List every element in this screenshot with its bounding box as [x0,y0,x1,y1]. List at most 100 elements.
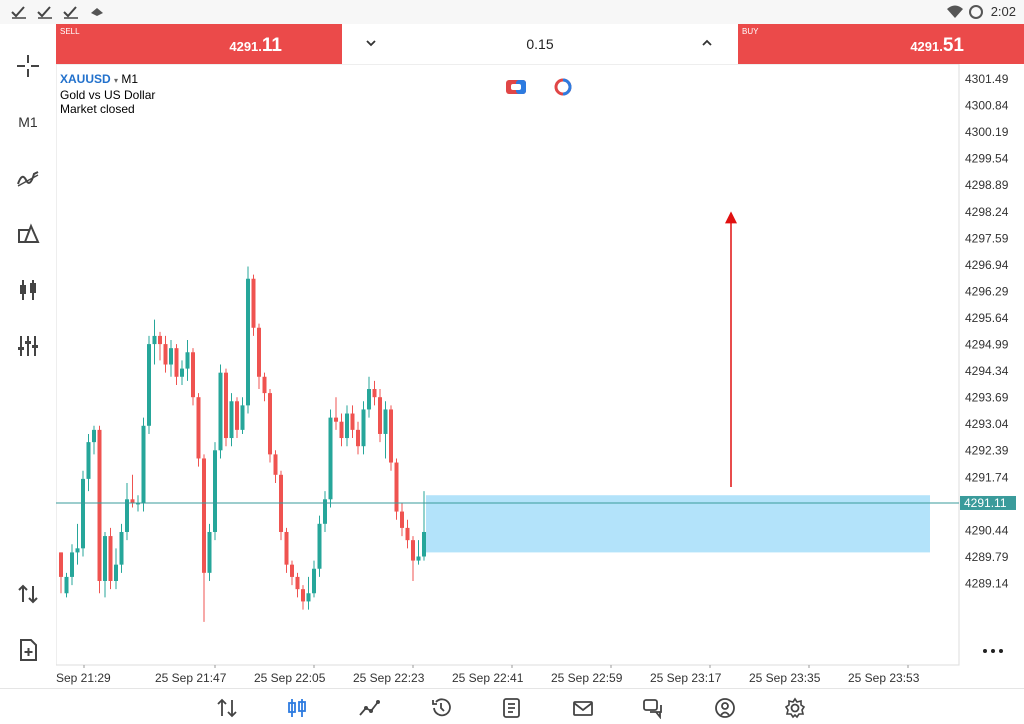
buy-price-suffix: 51 [942,35,964,56]
mail-icon[interactable] [572,697,594,719]
news-icon[interactable] [500,697,522,719]
timeframe-label: M1 [18,114,38,130]
chart-type-button[interactable] [14,276,42,304]
candle-body [70,552,74,577]
trade-tab-icon[interactable] [358,697,380,719]
candle-body [251,278,256,328]
sell-button[interactable]: SELL 4291.11 [56,24,342,64]
candle-body [64,576,69,594]
x-tick-label: 25 Sep 22:23 [353,671,425,685]
candle-body [152,335,157,345]
candle-body [383,409,388,434]
more-options-icon[interactable] [982,646,1004,656]
y-tick-label: 4301.49 [965,72,1009,86]
y-tick-label: 4289.79 [965,550,1009,564]
candle-body [345,413,349,439]
candle-body [306,593,311,602]
chevron-up-icon[interactable] [698,34,716,52]
x-tick-label: 25 Sep 23:35 [749,671,821,685]
chat-icon[interactable] [642,697,664,719]
candle-body [317,523,322,569]
status-time: 2:02 [990,4,1016,19]
chart-tab-icon[interactable] [286,697,308,719]
candle-body [378,397,382,434]
candle-body [422,531,426,557]
sliders-icon [18,336,38,356]
up-down-arrows-icon [18,584,38,604]
candle-body [394,462,399,512]
signal-icon[interactable] [552,77,574,97]
buy-price: 4291.51 [910,35,964,57]
y-tick-label: 4296.94 [965,258,1009,272]
candle-body [75,548,80,553]
y-tick-label: 4295.64 [965,311,1009,325]
candle-body [273,454,278,475]
trade-button[interactable] [14,580,42,608]
bottom-navigation [0,688,1024,724]
candle-body [191,352,195,398]
history-icon[interactable] [430,697,452,719]
candle-body [185,352,190,369]
one-click-trading-icon[interactable] [504,78,528,96]
symbol-info: XAUUSD ▾ M1 Gold vs US Dollar Market clo… [60,72,155,116]
candle-body [218,372,223,451]
symbol-description: Gold vs US Dollar [60,88,156,102]
candle-body [262,376,267,394]
y-tick-label: 4296.29 [965,284,1009,298]
candle-body [125,499,129,532]
quotes-icon[interactable] [216,697,238,719]
candle-body [361,409,366,447]
y-tick-label: 4294.99 [965,338,1009,352]
crosshair-button[interactable] [14,52,42,80]
settings-icon[interactable] [784,697,806,719]
candle-body [92,429,96,443]
market-status: Market closed [60,102,135,116]
settings-sliders-button[interactable] [14,332,42,360]
volume-value[interactable]: 0.15 [526,36,554,52]
indicators-button[interactable] [14,164,42,192]
candle-body [334,417,338,422]
crosshair-icon [17,55,39,77]
new-order-button[interactable] [14,636,42,664]
plot-background [56,64,960,666]
candle-body [119,531,124,565]
x-tick-label: 25 Sep 22:59 [551,671,623,685]
symbol-ticker[interactable]: XAUUSD [60,72,111,86]
candle-body [356,429,360,447]
status-bar: 2:02 [0,0,1024,24]
notification-icon [91,8,103,16]
candle-body [108,536,113,581]
buy-button[interactable]: BUY 4291.51 [738,24,1024,64]
candle-body [367,389,371,410]
candle-body [163,344,168,365]
candle-body [207,531,212,573]
objects-button[interactable] [14,220,42,248]
one-click-trade-bar: SELL 4291.11 0.15 BUY 4291.51 [56,24,1024,65]
candle-body [202,458,206,573]
candle-body [389,409,393,463]
candle-body [257,327,261,377]
candle-body [284,531,289,565]
candle-body [312,568,316,594]
wifi-icon [947,5,963,18]
price-chart[interactable]: 4301.49 4300.84 4300.19 4299.54 4298.89 4298.… [56,64,1024,688]
check-icon [11,6,26,19]
x-tick-label: 25 Sep 22:05 [254,671,326,685]
candle-body [295,576,300,590]
timeframe-button[interactable]: M1 [14,108,42,136]
x-tick-label: 25 Sep 23:53 [848,671,920,685]
candle-body [268,393,272,455]
candle-body [59,552,63,577]
chart-area[interactable]: 4301.49 4300.84 4300.19 4299.54 4298.89 4298.… [56,64,1024,688]
symbol-dropdown-icon[interactable]: ▾ [114,76,119,85]
community-icon[interactable] [714,697,736,719]
chevron-down-icon[interactable] [362,34,380,52]
current-price-tag [960,495,1016,510]
check-icon [63,6,78,19]
y-tick-label: 4297.59 [965,231,1009,245]
rectangle-object [426,495,930,553]
candle-body [229,401,234,439]
y-tick-label: 4300.84 [965,99,1009,113]
check-icon [37,6,52,19]
candle-body [174,348,179,377]
